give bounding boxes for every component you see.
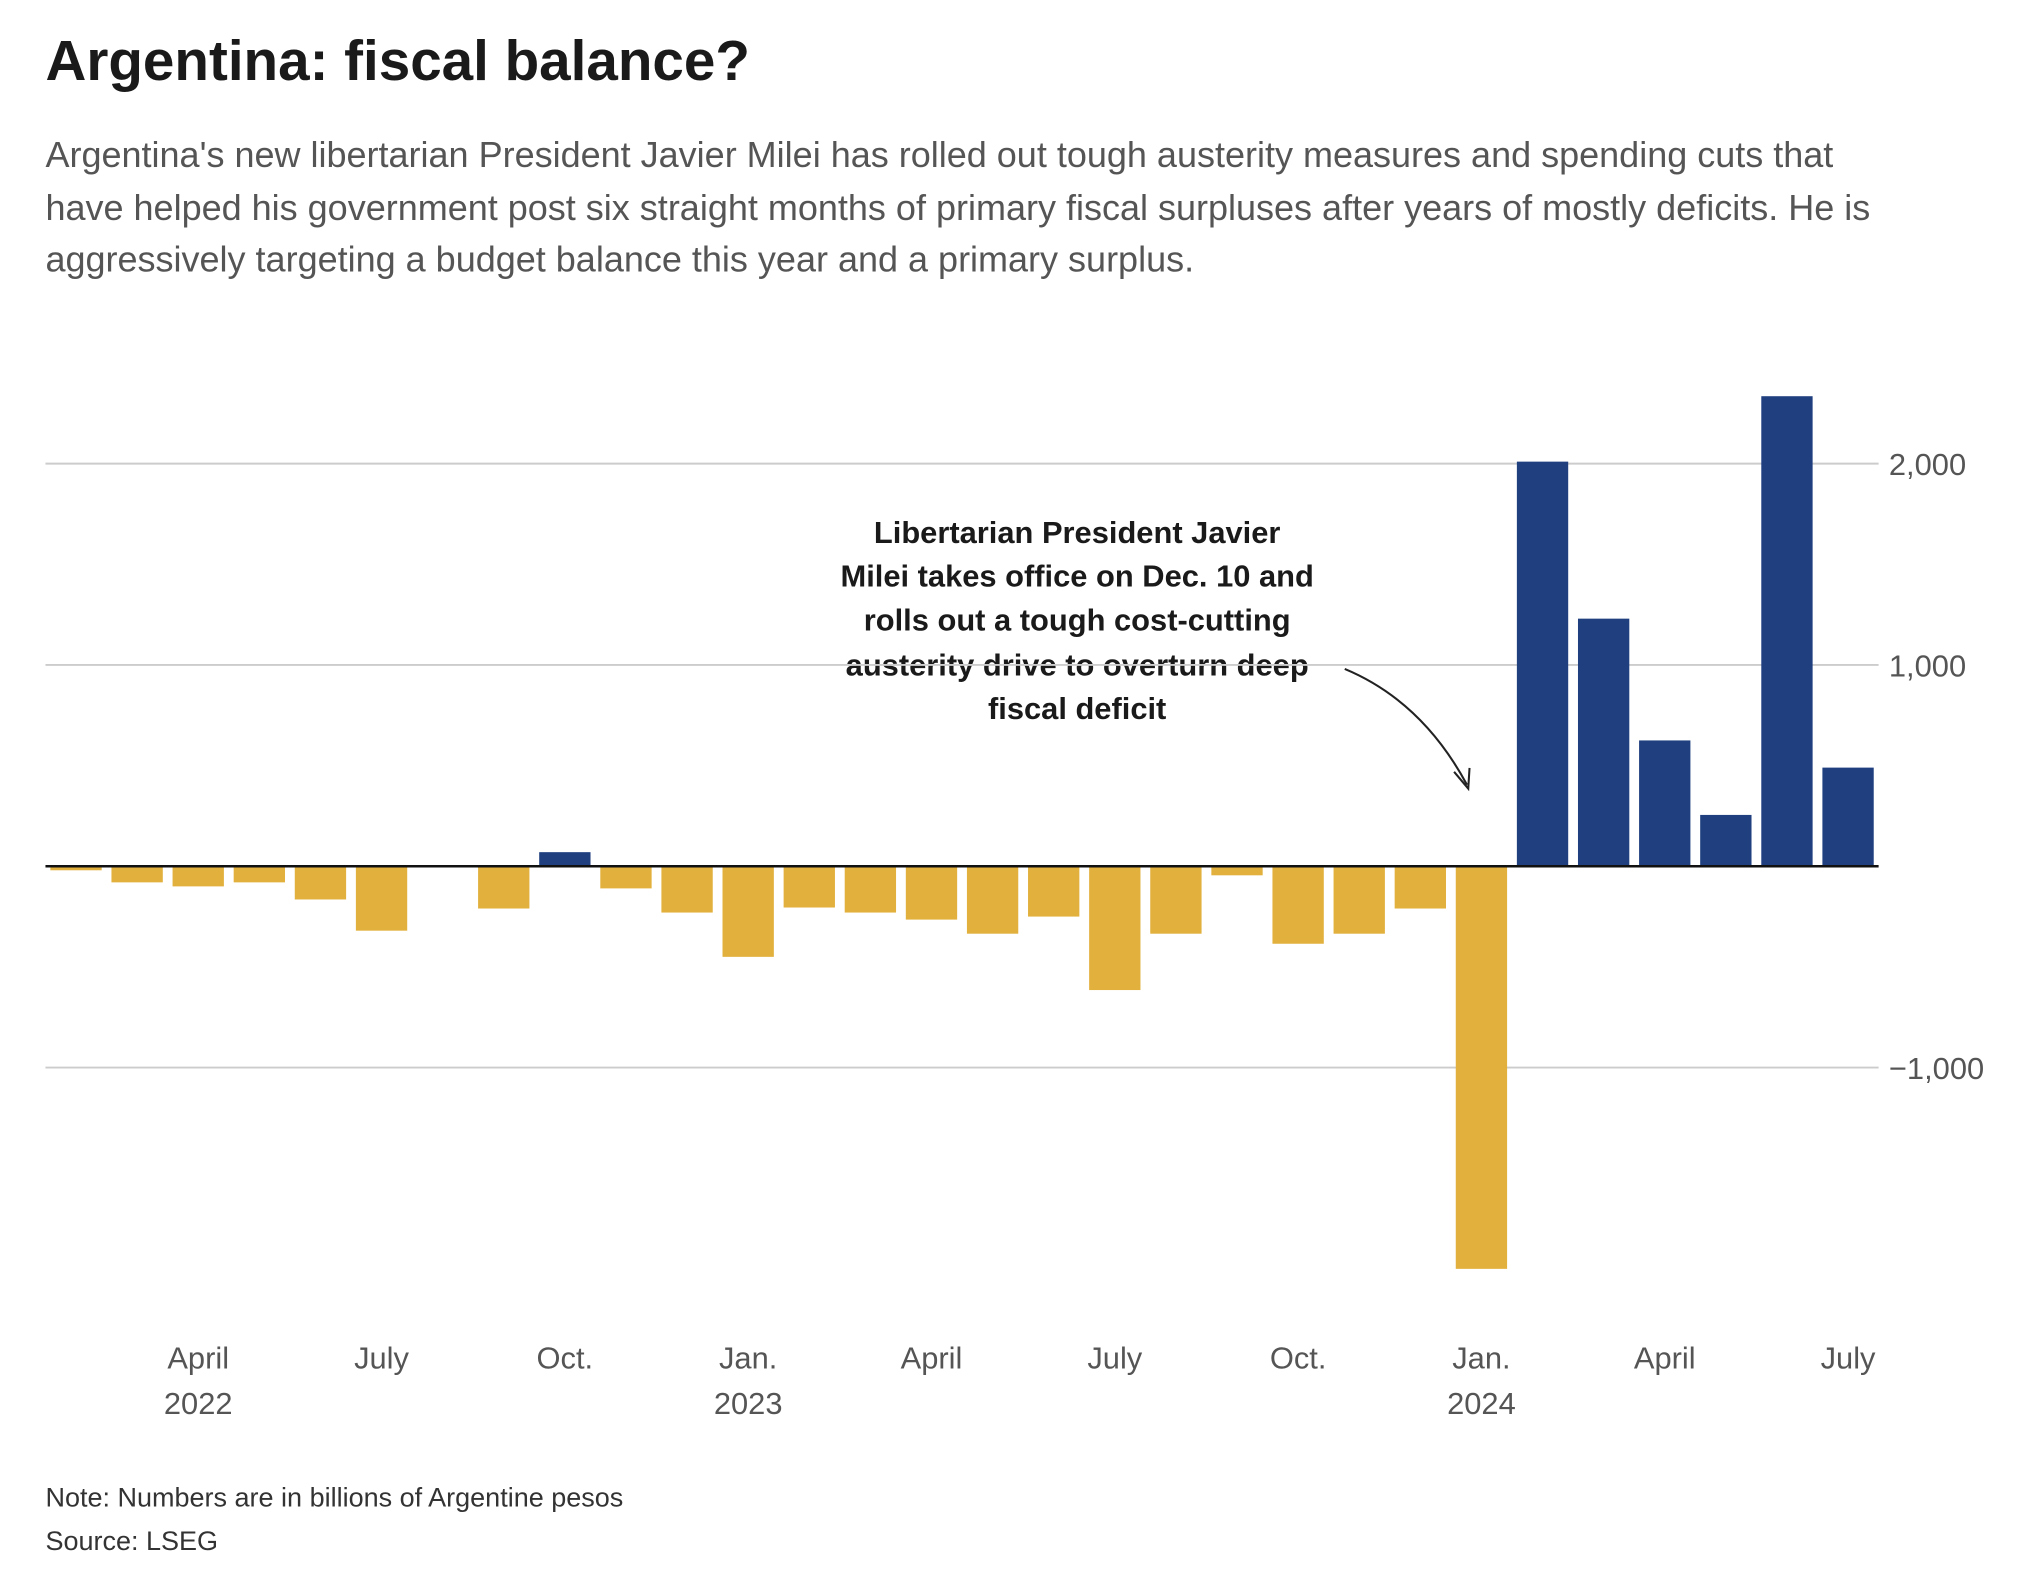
x-year-label: 2023 — [714, 1386, 783, 1421]
bar — [1455, 866, 1508, 1269]
bar — [1700, 814, 1752, 867]
bar — [1028, 866, 1080, 917]
bar — [1333, 866, 1385, 934]
annotation-line: rolls out a tough cost-cutting — [864, 602, 1291, 637]
arrow-head — [1453, 767, 1471, 792]
subtitle-line: have helped his government post six stra… — [45, 187, 1870, 228]
annotation-line: fiscal deficit — [988, 691, 1166, 726]
bar — [1639, 740, 1691, 867]
x-tick-label: Jan. — [1452, 1341, 1510, 1376]
x-tick-label: Jan. — [719, 1341, 777, 1376]
bar — [1822, 767, 1874, 867]
x-tick-label: July — [1821, 1341, 1876, 1376]
annotation-line: Milei takes office on Dec. 10 and — [841, 559, 1314, 594]
bar — [172, 866, 224, 887]
bar — [1089, 866, 1141, 991]
bar — [539, 852, 591, 867]
x-tick-label: April — [1634, 1341, 1696, 1376]
x-tick-label: July — [1087, 1341, 1142, 1376]
annotation: Libertarian President Javier Milei takes… — [841, 515, 1471, 792]
bar — [1211, 866, 1263, 876]
bar — [1150, 866, 1202, 934]
bar — [478, 866, 530, 909]
bar — [111, 866, 163, 883]
x-tick-label: Oct. — [1270, 1341, 1327, 1376]
subtitle-line: aggressively targeting a budget balance … — [45, 238, 1194, 279]
y-tick-label: 1,000 — [1889, 649, 1966, 684]
bar — [966, 866, 1019, 934]
bar — [1394, 866, 1446, 909]
bar — [783, 866, 835, 908]
x-tick-label: Oct. — [537, 1341, 594, 1376]
annotation-line: Libertarian President Javier — [874, 515, 1281, 550]
chart-title: Argentina: fiscal balance? — [45, 29, 749, 92]
bar — [844, 866, 897, 913]
bar — [905, 866, 958, 920]
x-year-label: 2022 — [164, 1386, 233, 1421]
subtitle-line: Argentina's new libertarian President Ja… — [45, 134, 1833, 175]
y-tick-label: 2,000 — [1889, 447, 1966, 482]
bar — [1577, 618, 1630, 867]
note: Note: Numbers are in billions of Argenti… — [45, 1482, 623, 1512]
bar — [1272, 866, 1324, 944]
x-tick-label: July — [354, 1341, 409, 1376]
bar — [600, 866, 652, 889]
x-tick-label: April — [167, 1341, 229, 1376]
bar — [661, 866, 713, 913]
bar — [1761, 396, 1813, 867]
annotation-arrow — [1344, 667, 1468, 786]
bar — [355, 866, 408, 931]
bar — [722, 866, 774, 957]
bar — [50, 866, 102, 871]
source: Source: LSEG — [45, 1526, 218, 1556]
y-tick-label: −1,000 — [1889, 1051, 1984, 1086]
bar — [294, 866, 347, 900]
x-tick-label: April — [901, 1341, 963, 1376]
bar — [233, 866, 286, 883]
x-year-label: 2024 — [1447, 1386, 1516, 1421]
bar — [1516, 461, 1569, 867]
